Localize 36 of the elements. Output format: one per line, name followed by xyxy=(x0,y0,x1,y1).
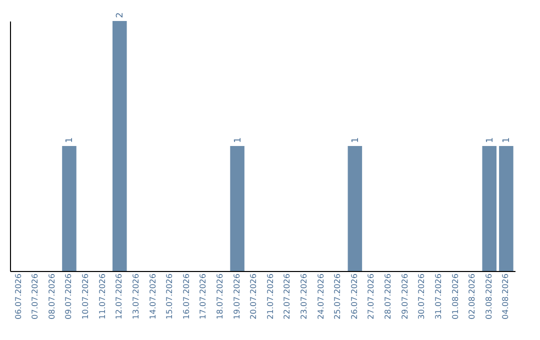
x-tick-label: 20.07.2026 xyxy=(249,274,258,320)
data-label: 1 xyxy=(485,137,496,143)
x-tick-label: 30.07.2026 xyxy=(417,274,426,320)
data-label: 1 xyxy=(502,137,512,143)
x-tick-label: 01.08.2026 xyxy=(450,274,460,320)
x-tick-label: 31.07.2026 xyxy=(434,274,443,320)
x-tick-label: 03.08.2026 xyxy=(484,274,494,320)
x-tick-label: 19.07.2026 xyxy=(232,274,242,320)
x-tick-label: 23.07.2026 xyxy=(300,274,309,320)
x-tick-label: 22.07.2026 xyxy=(282,274,292,320)
x-tick-label: 17.07.2026 xyxy=(198,274,208,320)
x-tick-label: 27.07.2026 xyxy=(366,274,376,320)
x-tick-label: 26.07.2026 xyxy=(350,274,359,320)
x-tick-label: 11.07.2026 xyxy=(98,274,107,320)
x-tick-label: 28.07.2026 xyxy=(384,274,393,320)
x-tick-label: 18.07.2026 xyxy=(215,274,224,320)
x-tick-label: 15.07.2026 xyxy=(165,274,174,320)
x-tick-label: 29.07.2026 xyxy=(400,274,410,320)
x-tick-label: 02.08.2026 xyxy=(468,274,477,320)
x-tick-label: 04.08.2026 xyxy=(501,274,510,320)
data-label: 1 xyxy=(233,137,244,143)
x-tick-label: 14.07.2026 xyxy=(148,274,158,320)
x-tick-label: 21.07.2026 xyxy=(266,274,275,320)
data-label: 1 xyxy=(65,137,76,143)
x-tick-label: 09.07.2026 xyxy=(64,274,74,320)
x-tick-label: 24.07.2026 xyxy=(316,274,326,320)
x-tick-label: 06.07.2026 xyxy=(14,274,23,320)
x-tick-label: 25.07.2026 xyxy=(333,274,342,320)
x-tick-label: 16.07.2026 xyxy=(182,274,191,320)
x-tick-label: 13.07.2026 xyxy=(131,274,140,320)
x-tick-label: 07.07.2026 xyxy=(30,274,40,320)
x-tick-label: 12.07.2026 xyxy=(114,274,124,320)
x-tick-label: 08.07.2026 xyxy=(47,274,56,320)
x-tick-label: 10.07.2026 xyxy=(81,274,90,320)
data-label: 2 xyxy=(116,12,126,18)
data-label: 1 xyxy=(350,137,361,143)
